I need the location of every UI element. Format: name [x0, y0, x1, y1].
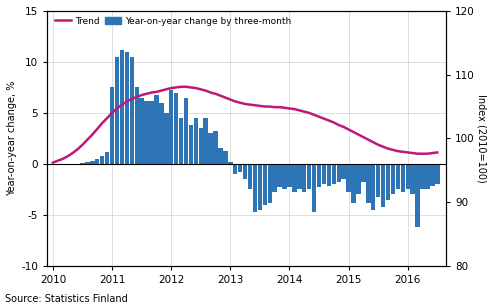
Bar	[169, 91, 174, 164]
Bar	[258, 164, 262, 210]
Bar	[347, 164, 351, 192]
Bar	[292, 164, 297, 192]
Bar	[125, 52, 129, 164]
Bar	[194, 118, 198, 164]
Bar	[352, 164, 356, 203]
Bar	[430, 164, 435, 186]
Bar	[366, 164, 371, 203]
Y-axis label: Index (2010=100): Index (2010=100)	[476, 94, 486, 183]
Bar	[85, 162, 90, 164]
Bar	[282, 164, 287, 189]
Bar	[322, 164, 326, 184]
Bar	[396, 164, 400, 189]
Bar	[209, 133, 213, 164]
Bar	[159, 103, 164, 164]
Bar	[317, 164, 321, 187]
Bar	[278, 164, 282, 187]
Bar	[144, 101, 149, 164]
Bar	[421, 164, 425, 189]
Bar	[297, 164, 302, 189]
Bar	[401, 164, 405, 192]
Bar	[164, 113, 169, 164]
Bar	[342, 164, 346, 179]
Bar	[149, 101, 154, 164]
Bar	[371, 164, 376, 210]
Bar	[391, 164, 395, 195]
Bar	[233, 164, 238, 174]
Bar	[95, 159, 100, 164]
Bar	[263, 164, 267, 205]
Bar	[410, 164, 415, 195]
Bar	[80, 163, 85, 164]
Bar	[302, 164, 307, 192]
Bar	[218, 147, 223, 164]
Bar	[238, 164, 243, 172]
Text: Source: Statistics Finland: Source: Statistics Finland	[5, 294, 128, 304]
Bar	[337, 164, 341, 182]
Bar	[425, 164, 429, 189]
Bar	[253, 164, 257, 212]
Y-axis label: Year-on-year change, %: Year-on-year change, %	[7, 81, 17, 196]
Bar	[386, 164, 390, 200]
Bar	[179, 118, 183, 164]
Bar	[115, 57, 119, 164]
Bar	[135, 88, 139, 164]
Bar	[312, 164, 317, 212]
Legend: Trend, Year-on-year change by three-month: Trend, Year-on-year change by three-mont…	[52, 13, 295, 29]
Bar	[273, 164, 277, 192]
Bar	[248, 164, 252, 189]
Bar	[307, 164, 312, 189]
Bar	[213, 131, 218, 164]
Bar	[416, 164, 420, 227]
Bar	[361, 164, 366, 182]
Bar	[154, 95, 159, 164]
Bar	[223, 151, 228, 164]
Bar	[228, 162, 233, 164]
Bar	[100, 156, 105, 164]
Bar	[174, 92, 178, 164]
Bar	[376, 164, 381, 196]
Bar	[327, 164, 331, 186]
Bar	[356, 164, 361, 195]
Bar	[199, 128, 203, 164]
Bar	[381, 164, 386, 207]
Bar	[268, 164, 272, 203]
Bar	[90, 161, 95, 164]
Bar	[406, 164, 410, 189]
Bar	[140, 98, 144, 164]
Bar	[130, 57, 134, 164]
Bar	[287, 164, 292, 187]
Bar	[243, 164, 247, 179]
Bar	[105, 152, 109, 164]
Bar	[120, 50, 124, 164]
Bar	[204, 118, 208, 164]
Bar	[435, 164, 440, 184]
Bar	[184, 98, 188, 164]
Bar	[332, 164, 336, 184]
Bar	[110, 88, 114, 164]
Bar	[189, 125, 193, 164]
